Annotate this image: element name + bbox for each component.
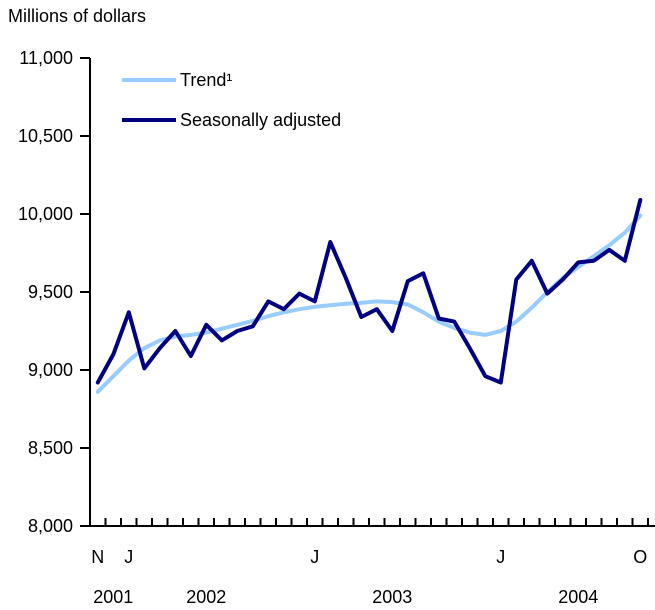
legend-label: Seasonally adjusted xyxy=(180,110,341,130)
series-line-seasonally-adjusted xyxy=(95,198,643,385)
x-month-label: J xyxy=(124,547,133,567)
y-tick-label: 9,000 xyxy=(28,360,73,380)
x-month-label: J xyxy=(310,547,319,567)
series-layer xyxy=(95,198,643,394)
y-tick-label: 8,000 xyxy=(28,516,73,536)
x-month-label: O xyxy=(633,547,647,567)
y-tick-label: 11,000 xyxy=(19,48,73,68)
y-tick-label: 10,000 xyxy=(18,204,73,224)
legend-label: Trend¹ xyxy=(180,70,232,90)
x-year-label: 2003 xyxy=(372,587,412,607)
x-year-label: 2001 xyxy=(93,587,133,607)
y-axis: 8,000 8,500 9,000 9,500 10,000 10,500 11,000 xyxy=(18,48,91,536)
series-line-trend xyxy=(95,213,643,394)
x-month-label: J xyxy=(496,547,505,567)
x-year-label: 2002 xyxy=(186,587,226,607)
y-tick-label: 8,500 xyxy=(28,438,73,458)
y-tick-label: 10,500 xyxy=(18,126,73,146)
y-unit-label: Millions of dollars xyxy=(8,6,146,26)
x-year-label: 2004 xyxy=(558,587,598,607)
y-tick-label: 9,500 xyxy=(28,282,73,302)
x-month-label: N xyxy=(91,547,104,567)
legend: Trend¹ Seasonally adjusted xyxy=(122,70,341,130)
